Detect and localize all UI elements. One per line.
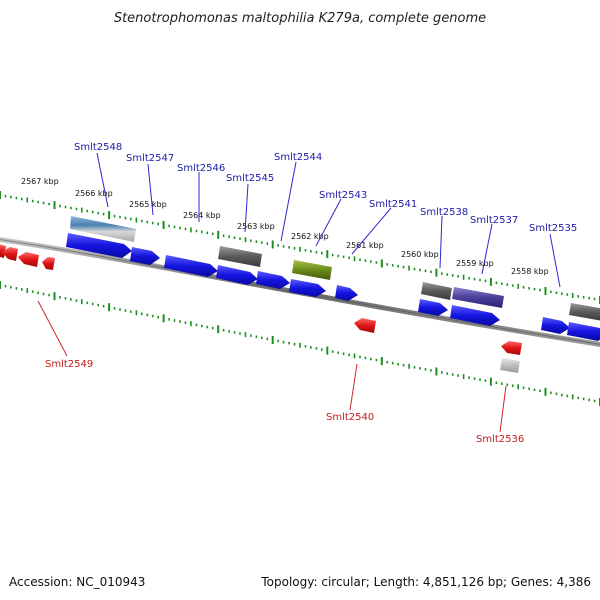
feature-steel[interactable] — [70, 216, 136, 242]
genome-summary-text: Topology: circular; Length: 4,851,126 bp… — [260, 575, 591, 589]
accession-text: Accession: NC_010943 — [9, 575, 145, 589]
gene-reverse[interactable] — [42, 257, 55, 270]
gene-forward[interactable] — [66, 233, 132, 258]
gene-reverse[interactable] — [18, 252, 39, 267]
kbp-label: 2567 kbp — [21, 177, 59, 186]
kbp-label: 2560 kbp — [401, 250, 439, 259]
gene-forward[interactable] — [418, 299, 448, 316]
gene-label-forward[interactable]: Smlt2537 — [470, 215, 518, 226]
forward-leader-lines — [96, 152, 561, 288]
kbp-label: 2561 kbp — [346, 241, 384, 250]
reverse-leader-lines — [37, 300, 507, 433]
gene-label-forward[interactable]: Smlt2538 — [420, 207, 468, 218]
kbp-label: 2564 kbp — [183, 211, 221, 220]
gene-reverse[interactable] — [501, 341, 522, 355]
feature-olive[interactable] — [292, 260, 332, 280]
gene-label-forward[interactable]: Smlt2547 — [126, 153, 174, 164]
tick-row-lower — [0, 281, 600, 406]
kbp-label: 2558 kbp — [511, 267, 549, 276]
gene-reverse[interactable] — [354, 318, 376, 333]
gene-forward[interactable] — [335, 285, 358, 301]
gene-forward[interactable] — [164, 255, 218, 277]
feature-grey[interactable] — [218, 246, 262, 267]
feature-grey[interactable] — [421, 282, 452, 300]
gene-label-forward[interactable]: Smlt2535 — [529, 223, 577, 234]
gene-label-forward[interactable]: Smlt2546 — [177, 163, 225, 174]
gene-forward[interactable] — [130, 247, 160, 265]
gene-label-reverse[interactable]: Smlt2549 — [45, 359, 93, 370]
kbp-label: 2566 kbp — [75, 189, 113, 198]
feature-purple[interactable] — [452, 287, 504, 308]
kbp-label: 2559 kbp — [456, 259, 494, 268]
kbp-label: 2563 kbp — [237, 222, 275, 231]
gene-label-reverse[interactable]: Smlt2536 — [476, 434, 524, 445]
kbp-label: 2562 kbp — [291, 232, 329, 241]
feature-light-grey[interactable] — [500, 358, 520, 373]
gene-forward[interactable] — [450, 305, 500, 326]
kbp-label: 2565 kbp — [129, 200, 167, 209]
gene-forward[interactable] — [289, 279, 326, 297]
gene-reverse[interactable] — [2, 247, 18, 261]
gene-forward[interactable] — [541, 317, 570, 334]
genome-title: Stenotrophomonas maltophilia K279a, comp… — [114, 11, 486, 26]
gene-label-forward[interactable]: Smlt2548 — [74, 142, 122, 153]
gene-label-forward[interactable]: Smlt2543 — [319, 190, 367, 201]
kbp-labels: 2567 kbp 2566 kbp 2565 kbp 2564 kbp 2563… — [21, 177, 549, 276]
reverse-gene-labels: Smlt2549 Smlt2540 Smlt2536 — [45, 359, 524, 445]
forward-gene-labels: Smlt2548 Smlt2547 Smlt2546 Smlt2545 Smlt… — [74, 142, 577, 234]
gene-forward[interactable] — [256, 271, 290, 289]
gene-label-forward[interactable]: Smlt2541 — [369, 199, 417, 210]
tick-row-upper — [0, 191, 600, 304]
gene-forward[interactable] — [567, 322, 600, 341]
gene-label-forward[interactable]: Smlt2545 — [226, 173, 274, 184]
gene-features — [0, 216, 600, 373]
gene-label-forward[interactable]: Smlt2544 — [274, 152, 322, 163]
gene-label-reverse[interactable]: Smlt2540 — [326, 412, 374, 423]
gene-forward[interactable] — [216, 265, 258, 285]
feature-grey[interactable] — [569, 303, 600, 321]
